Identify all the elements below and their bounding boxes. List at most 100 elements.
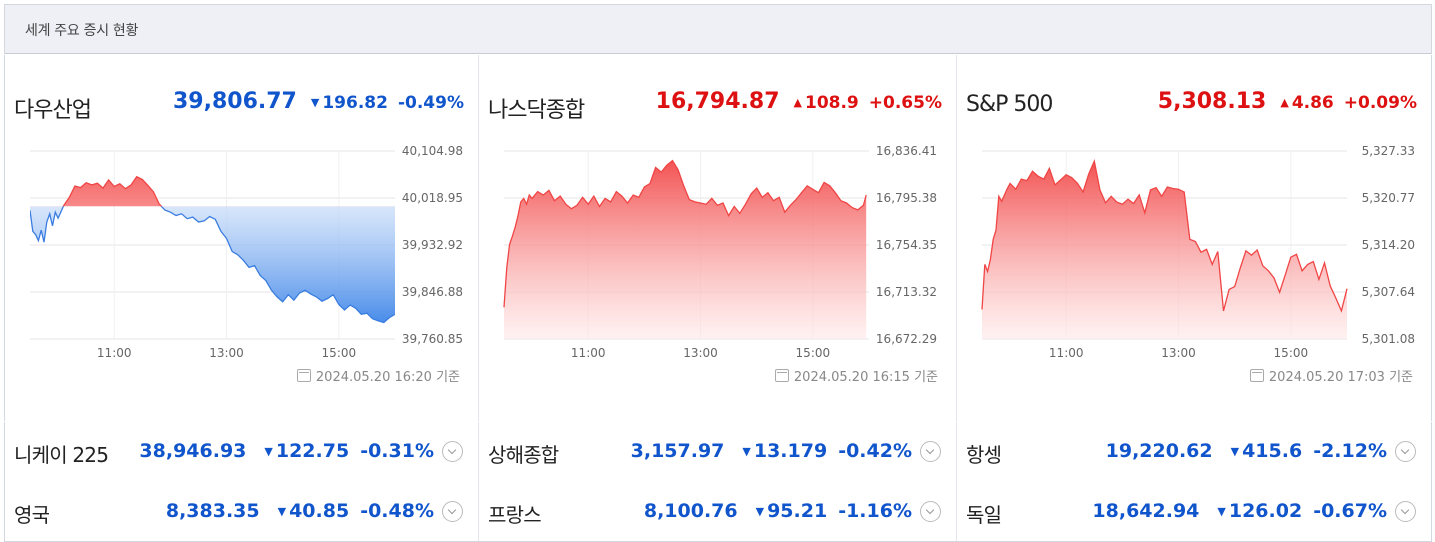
- expand-chevron-icon[interactable]: [1395, 440, 1416, 462]
- sub-index-france[interactable]: 프랑스 8,100.76 ▼ 95.21 -1.16%: [479, 482, 957, 542]
- sub-index-change: 126.02: [1228, 500, 1303, 522]
- x-tick-label: 15:00: [322, 346, 357, 360]
- index-change: 4.86: [1291, 93, 1334, 113]
- y-tick-label: 40,018.95: [402, 191, 463, 205]
- sub-index-percent: -0.42%: [838, 440, 912, 462]
- down-arrow-icon: ▼: [755, 504, 765, 518]
- timestamp: 2024.05.20 16:20 기준: [296, 366, 460, 385]
- x-tick-label: 13:00: [683, 346, 718, 360]
- index-panel-sp500[interactable]: S&P 500 5,308.13 ▲ 4.86 +0.09% 5,327.33 5…: [957, 55, 1432, 421]
- area-above-baseline: [63, 176, 162, 207]
- down-arrow-icon: ▼: [310, 96, 320, 109]
- sub-index-values: 8,100.76 ▼ 95.21 -1.16%: [644, 500, 941, 522]
- y-tick-label: 16,836.41: [876, 144, 937, 158]
- index-value: 5,308.13: [1157, 89, 1267, 114]
- sub-index-germany[interactable]: 독일 18,642.94 ▼ 126.02 -0.67%: [957, 482, 1432, 542]
- series-line: [981, 159, 1348, 313]
- sub-index-values: 19,220.62 ▼ 415.6 -2.12%: [1106, 440, 1416, 462]
- y-tick-label: 16,713.32: [876, 285, 937, 299]
- expand-chevron-icon[interactable]: [1395, 500, 1416, 522]
- sub-index-values: 38,946.93 ▼ 122.75 -0.31%: [139, 440, 463, 462]
- sub-index-values: 3,157.97 ▼ 13.179 -0.42%: [631, 440, 941, 462]
- sub-index-percent: -1.16%: [838, 500, 912, 522]
- down-arrow-icon: ▼: [264, 444, 273, 458]
- sub-index-hangseng[interactable]: 항셍 19,220.62 ▼ 415.6 -2.12%: [957, 422, 1432, 482]
- x-tick-label: 15:00: [1274, 346, 1309, 360]
- y-tick-label: 5,301.08: [1362, 332, 1415, 346]
- sub-index-percent: -0.67%: [1313, 500, 1387, 522]
- x-tick-label: 13:00: [209, 346, 244, 360]
- sub-index-name: 니케이 225: [14, 443, 109, 467]
- index-value: 39,806.77: [173, 89, 297, 114]
- y-tick-label: 39,932.92: [402, 238, 463, 252]
- section-title: 세계 주요 증시 현황: [25, 23, 139, 39]
- intraday-chart: 16,836.41 16,795.38 16,754.35 16,713.32 16,6…: [503, 144, 937, 360]
- sub-index-value: 8,383.35: [165, 500, 260, 522]
- y-tick-label: 5,314.20: [1362, 238, 1415, 252]
- up-arrow-icon: ▲: [793, 96, 802, 109]
- index-percent: +0.65%: [868, 93, 942, 113]
- sub-index-change: 40.85: [289, 500, 350, 522]
- sub-index-value: 38,946.93: [139, 440, 247, 462]
- y-tick-label: 16,795.38: [876, 191, 937, 205]
- sub-index-shanghai[interactable]: 상해종합 3,157.97 ▼ 13.179 -0.42%: [479, 422, 957, 482]
- y-tick-label: 16,754.35: [876, 238, 937, 252]
- sub-index-percent: -0.48%: [360, 500, 434, 522]
- index-values: 5,308.13 ▲ 4.86 +0.09%: [1158, 89, 1417, 114]
- down-arrow-icon: ▼: [277, 504, 287, 518]
- sub-index-name: 상해종합: [488, 443, 559, 467]
- sub-index-name: 항셍: [966, 443, 1002, 467]
- expand-chevron-icon[interactable]: [442, 440, 463, 462]
- index-percent: +0.09%: [1343, 93, 1417, 113]
- x-tick-label: 11:00: [571, 346, 606, 360]
- x-tick-label: 11:00: [97, 346, 132, 360]
- sub-index-change: 415.6: [1242, 440, 1303, 462]
- timestamp: 2024.05.20 16:15 기준: [774, 366, 938, 385]
- sub-index-change: 95.21: [767, 500, 828, 522]
- sub-index-nikkei[interactable]: 니케이 225 38,946.93 ▼ 122.75 -0.31%: [4, 422, 479, 482]
- down-arrow-icon: ▼: [742, 444, 751, 458]
- expand-chevron-icon[interactable]: [442, 500, 463, 522]
- index-name: 다우산업: [14, 98, 92, 123]
- sub-index-name: 프랑스: [488, 503, 542, 527]
- y-tick-label: 40,104.98: [402, 144, 463, 158]
- index-values: 16,794.87 ▲ 108.9 +0.65%: [656, 89, 942, 114]
- expand-chevron-icon[interactable]: [920, 500, 941, 522]
- calendar-clock-icon: [296, 369, 311, 382]
- section-header: 세계 주요 증시 현황: [4, 4, 1432, 54]
- sub-index-change: 13.179: [753, 440, 828, 462]
- area-fill: [982, 161, 1347, 339]
- index-change: 108.9: [804, 93, 859, 113]
- intraday-chart: 40,104.98 40,018.95 39,932.92 39,846.88 39,7…: [30, 144, 463, 360]
- sub-index-value: 19,220.62: [1105, 440, 1213, 462]
- up-arrow-icon: ▲: [1280, 96, 1289, 109]
- y-tick-label: 16,672.29: [876, 332, 937, 346]
- sub-index-name: 독일: [966, 503, 1002, 527]
- calendar-clock-icon: [1249, 369, 1264, 382]
- sub-index-percent: -2.12%: [1313, 440, 1387, 462]
- x-tick-label: 13:00: [1161, 346, 1196, 360]
- sub-index-change: 122.75: [275, 440, 350, 462]
- sub-index-uk[interactable]: 영국 8,383.35 ▼ 40.85 -0.48%: [4, 482, 479, 542]
- timestamp: 2024.05.20 17:03 기준: [1249, 366, 1413, 385]
- x-tick-label: 15:00: [796, 346, 831, 360]
- timestamp-text: 2024.05.20 16:15 기준: [793, 370, 938, 385]
- index-percent: -0.49%: [397, 93, 464, 113]
- series-line: [503, 159, 867, 308]
- index-name: 나스닥종합: [488, 98, 585, 123]
- index-name: S&P 500: [966, 92, 1053, 117]
- sub-index-value: 3,157.97: [630, 440, 725, 462]
- calendar-clock-icon: [774, 369, 789, 382]
- sub-index-percent: -0.31%: [360, 440, 434, 462]
- index-panel-dow[interactable]: 다우산업 39,806.77 ▼ 196.82 -0.49% 40,104.98…: [4, 55, 479, 421]
- sub-index-name: 영국: [14, 503, 50, 527]
- y-tick-label: 5,307.64: [1362, 285, 1415, 299]
- sub-index-values: 18,642.94 ▼ 126.02 -0.67%: [1092, 500, 1416, 522]
- y-tick-label: 5,320.77: [1362, 191, 1415, 205]
- sub-index-value: 8,100.76: [643, 500, 738, 522]
- sub-index-values: 8,383.35 ▼ 40.85 -0.48%: [166, 500, 463, 522]
- y-tick-label: 39,760.85: [402, 332, 463, 346]
- index-panel-nasdaq[interactable]: 나스닥종합 16,794.87 ▲ 108.9 +0.65% 16,836.41…: [479, 55, 957, 421]
- area-below-baseline: [30, 206, 395, 323]
- expand-chevron-icon[interactable]: [920, 440, 941, 462]
